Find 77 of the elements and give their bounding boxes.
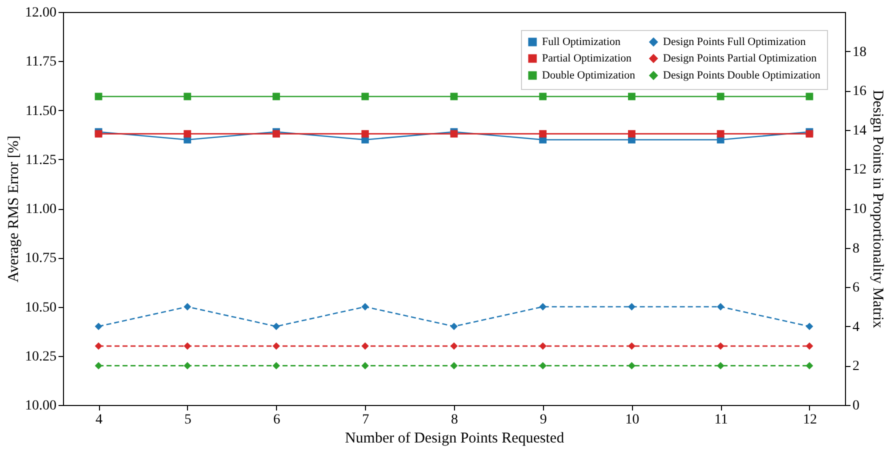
point [361, 362, 369, 370]
point [539, 92, 547, 100]
point [628, 130, 636, 138]
x-tick-label: 12 [802, 412, 817, 428]
y2-tick-label: 8 [852, 241, 860, 256]
legend-label: Design Points Full Optimization [663, 36, 806, 48]
point [184, 130, 192, 138]
point [539, 303, 547, 310]
y-tick-label: 11.75 [26, 54, 56, 70]
point [184, 362, 192, 370]
point [94, 322, 102, 330]
point [716, 362, 724, 370]
y2-tick-label: 6 [852, 280, 860, 296]
x-tick-label: 10 [625, 412, 640, 428]
x-tick-label: 11 [714, 412, 728, 428]
point [450, 322, 458, 330]
point [272, 92, 280, 100]
point [628, 92, 636, 100]
point [272, 362, 280, 370]
point [184, 303, 192, 310]
y-tick-label: 12.00 [25, 6, 56, 20]
point [272, 322, 280, 330]
legend-label: Partial Optimization [542, 52, 632, 64]
point [450, 342, 458, 350]
y2-tick-label: 0 [852, 398, 860, 414]
x-tick-label: 5 [184, 412, 192, 428]
point [539, 130, 547, 138]
point [539, 362, 547, 370]
point [539, 342, 547, 350]
y2-tick-label: 12 [852, 162, 866, 178]
y2-axis-title: Design Points in Proportionality Matrix [870, 90, 886, 329]
point [628, 362, 636, 370]
point [806, 92, 814, 100]
y-axis-title: Average RMS Error [%] [6, 136, 22, 282]
point [628, 303, 636, 310]
legend-label: Double Optimization [542, 70, 636, 82]
point [272, 342, 280, 350]
point [806, 322, 814, 330]
point [94, 362, 102, 370]
y-tick-label: 10.75 [25, 251, 56, 266]
y-tick-label: 10.50 [25, 300, 56, 316]
y2-tick-label: 2 [852, 359, 860, 374]
point [450, 362, 458, 370]
legend-label: Full Optimization [542, 36, 622, 48]
y2-tick-label: 16 [852, 84, 866, 100]
point [716, 342, 724, 350]
x-tick-label: 4 [96, 412, 103, 428]
point [361, 92, 369, 100]
legend-label: Design Points Partial Optimization [663, 52, 818, 64]
point [716, 130, 724, 138]
x-axis-title: Number of Design Points Requested [344, 430, 565, 446]
y-tick-label: 10.25 [25, 349, 56, 364]
point [806, 362, 814, 370]
y-tick-label: 11.25 [26, 152, 56, 168]
point [94, 92, 102, 100]
point [94, 342, 102, 350]
point [361, 342, 369, 350]
legend-label: Design Points Double Optimization [663, 70, 821, 82]
point [361, 130, 369, 138]
x-tick-label: 8 [451, 412, 458, 428]
x-tick-label: 9 [540, 412, 547, 428]
y-tick-label: 11.00 [26, 202, 56, 217]
y-tick-label: 11.50 [26, 104, 56, 119]
point [806, 342, 814, 350]
point [716, 303, 724, 310]
y-tick-label: 10.00 [25, 398, 56, 414]
point [628, 342, 636, 350]
point [361, 303, 369, 310]
x-tick-label: 7 [362, 412, 370, 428]
point [716, 92, 724, 100]
point [184, 342, 192, 350]
y2-tick-label: 4 [852, 320, 860, 335]
y2-tick-label: 14 [852, 123, 866, 138]
x-tick-label: 6 [273, 412, 280, 428]
y2-tick-label: 10 [852, 202, 866, 217]
point [184, 92, 192, 100]
y2-tick-label: 18 [852, 44, 866, 60]
